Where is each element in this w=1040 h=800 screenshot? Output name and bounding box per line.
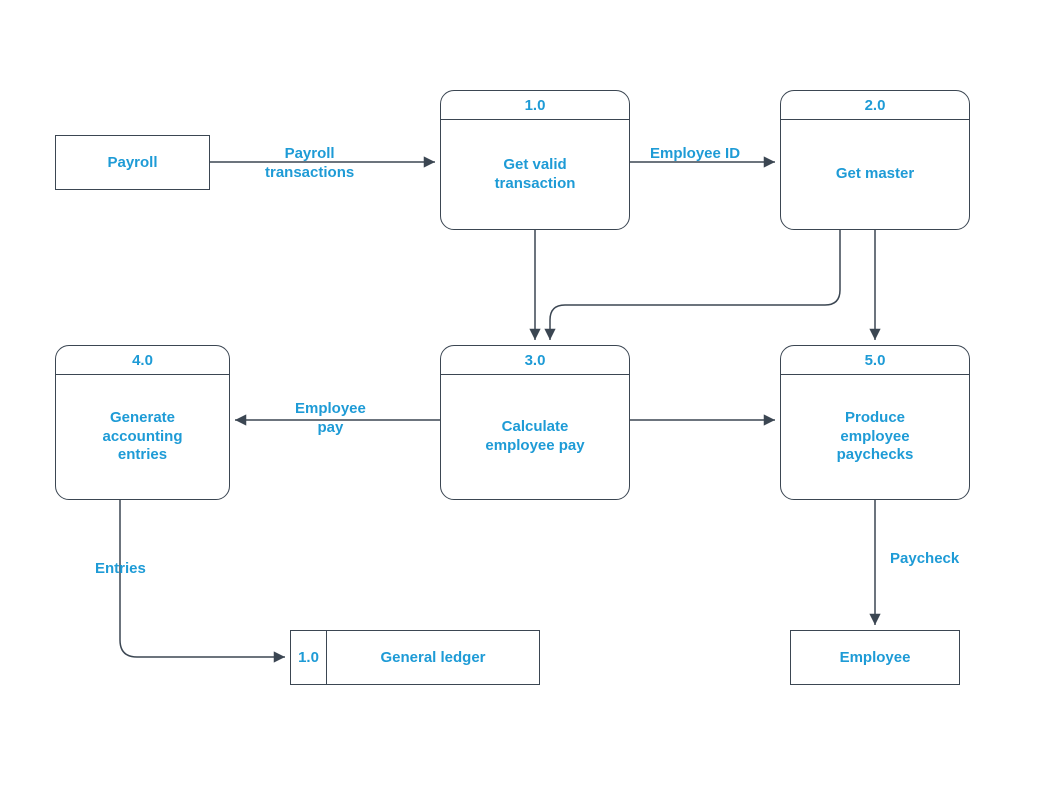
node-label: Generate accounting entries [90,375,194,499]
edge-label-employee-id: Employee ID [650,145,740,164]
process-id: 1.0 [441,91,629,120]
node-label: Employee [840,649,911,666]
datastore-id: 1.0 [291,631,327,684]
edge-e5 [550,230,840,340]
process-id: 5.0 [781,346,969,375]
node-label: Produce employee paychecks [825,375,926,499]
process-4: 4.0 Generate accounting entries [55,345,230,500]
node-label: Payroll [107,154,157,171]
node-label: Calculate employee pay [473,375,596,499]
node-label: General ledger [327,631,539,684]
process-3: 3.0 Calculate employee pay [440,345,630,500]
diagram-canvas: Payroll 1.0 Get valid transaction 2.0 Ge… [0,0,1040,800]
node-label: Get master [824,120,926,229]
datastore-ledger: 1.0 General ledger [290,630,540,685]
edge-label-entries: Entries [95,560,146,579]
edge-label-payroll-transactions: Payroll transactions [265,145,354,183]
process-5: 5.0 Produce employee paychecks [780,345,970,500]
process-1: 1.0 Get valid transaction [440,90,630,230]
process-2: 2.0 Get master [780,90,970,230]
edge-label-employee-pay: Employee pay [295,400,366,438]
external-payroll: Payroll [55,135,210,190]
edge-label-paycheck: Paycheck [890,550,959,569]
external-employee: Employee [790,630,960,685]
node-label: Get valid transaction [483,120,588,229]
process-id: 3.0 [441,346,629,375]
process-id: 4.0 [56,346,229,375]
process-id: 2.0 [781,91,969,120]
